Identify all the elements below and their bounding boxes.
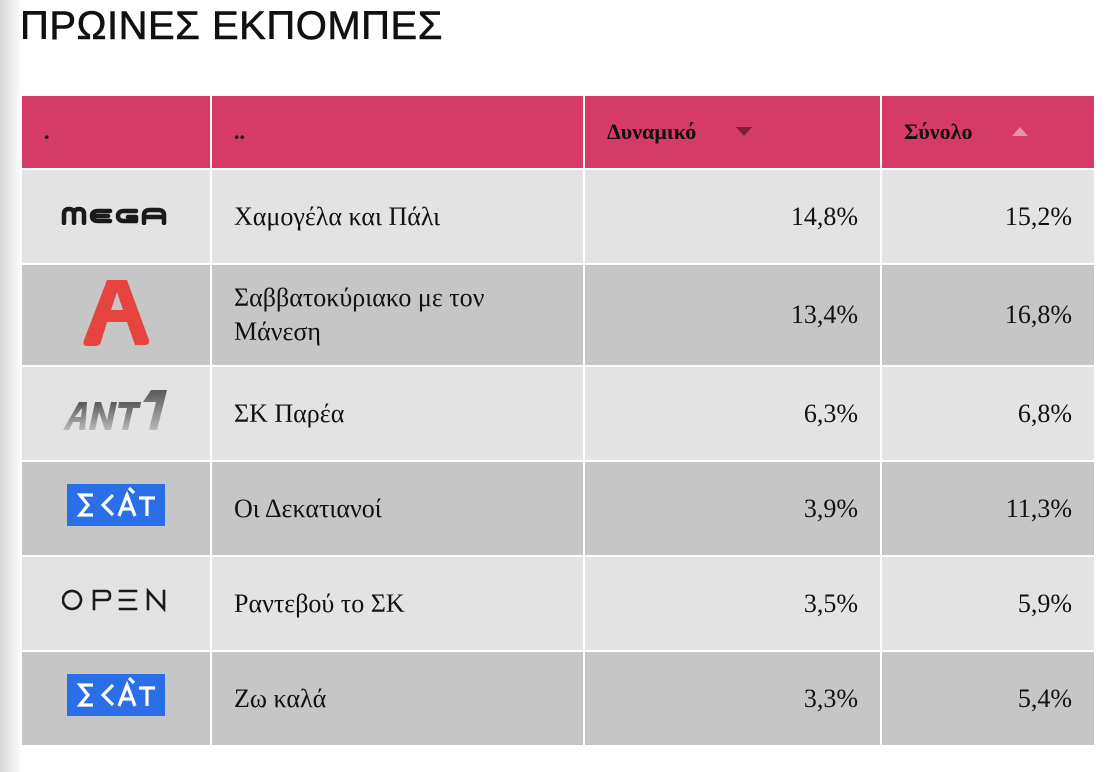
header-show: .. (210, 94, 585, 170)
skai-logo-icon (67, 484, 165, 526)
show-name: ΣΚ Παρέα (210, 365, 585, 462)
ratings-table: . .. Δυναμικό Σύνολο (20, 94, 1096, 747)
table-row: Χαμογέλα και Πάλι 14,8% 15,2% (20, 168, 1096, 265)
header-dynamic-label: Δυναμικό (607, 119, 697, 144)
show-name: Ζω καλά (210, 650, 585, 747)
page-title: ΠΡΩΙΝΕΣ ΕΚΠΟΜΠΕΣ (20, 4, 443, 49)
side-shadow (0, 0, 22, 772)
dynamic-value: 13,4% (583, 263, 882, 367)
table-row: Ραντεβού το ΣΚ 3,5% 5,9% (20, 555, 1096, 652)
channel-cell (20, 263, 212, 367)
dynamic-value: 3,9% (583, 460, 882, 557)
dynamic-value: 3,5% (583, 555, 882, 652)
dynamic-value: 14,8% (583, 168, 882, 265)
sort-desc-icon[interactable] (735, 127, 752, 137)
header-channel: . (20, 94, 212, 170)
header-total[interactable]: Σύνολο (880, 94, 1096, 170)
show-name: Χαμογέλα και Πάλι (210, 168, 585, 265)
total-value: 15,2% (880, 168, 1096, 265)
table-row: Ζω καλά 3,3% 5,4% (20, 650, 1096, 747)
header-dynamic[interactable]: Δυναμικό (583, 94, 882, 170)
total-value: 16,8% (880, 263, 1096, 367)
mega-logo-icon (61, 206, 167, 225)
channel-cell (20, 365, 212, 462)
dynamic-value: 6,3% (583, 365, 882, 462)
total-value: 11,3% (880, 460, 1096, 557)
sort-asc-icon[interactable] (1011, 127, 1028, 137)
show-name: Ραντεβού το ΣΚ (210, 555, 585, 652)
table-row: ΣΚ Παρέα 6,3% 6,8% (20, 365, 1096, 462)
ant1-logo-icon (63, 390, 167, 430)
table-header-row: . .. Δυναμικό Σύνολο (20, 94, 1096, 170)
header-total-label: Σύνολο (904, 119, 973, 144)
channel-cell (20, 555, 212, 652)
dynamic-value: 3,3% (583, 650, 882, 747)
open-logo-icon (62, 588, 166, 612)
channel-cell (20, 168, 212, 265)
show-name: Οι Δεκατιανοί (210, 460, 585, 557)
table-row: Σαββατοκύριακο με τον Μάνεση 13,4% 16,8% (20, 263, 1096, 367)
total-value: 6,8% (880, 365, 1096, 462)
total-value: 5,9% (880, 555, 1096, 652)
table-row: Οι Δεκατιανοί 3,9% 11,3% (20, 460, 1096, 557)
show-name: Σαββατοκύριακο με τον Μάνεση (210, 263, 585, 367)
channel-cell (20, 650, 212, 747)
channel-cell (20, 460, 212, 557)
skai-logo-icon (67, 674, 165, 716)
alpha-logo-icon (83, 279, 150, 346)
total-value: 5,4% (880, 650, 1096, 747)
